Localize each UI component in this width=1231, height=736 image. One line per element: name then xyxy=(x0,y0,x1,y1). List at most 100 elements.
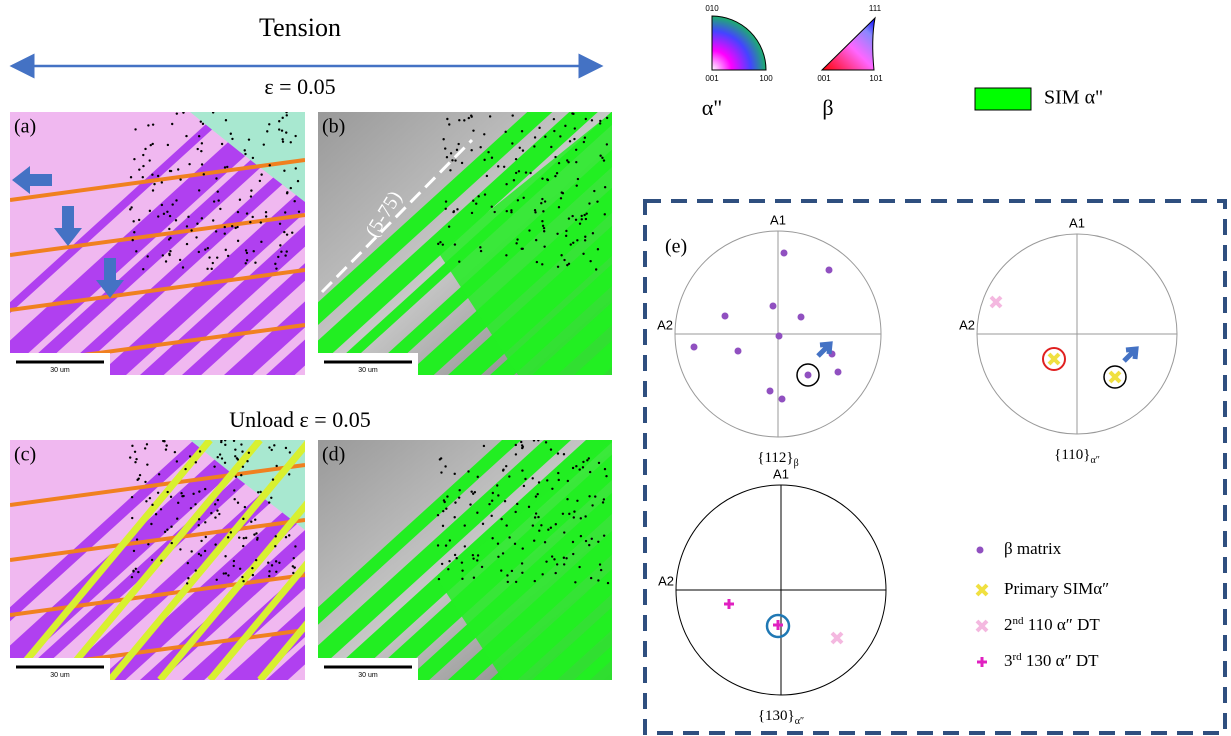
speckle xyxy=(568,512,571,516)
speckle xyxy=(132,569,135,573)
speckle xyxy=(573,510,576,513)
speckle xyxy=(602,534,606,537)
speckle xyxy=(545,560,548,563)
speckle xyxy=(578,222,582,225)
speckle xyxy=(565,557,568,560)
speckle xyxy=(477,195,480,198)
speckle xyxy=(562,556,566,559)
speckle xyxy=(579,534,583,538)
speckle xyxy=(190,229,193,232)
speckle xyxy=(534,512,538,515)
panel-e-frame xyxy=(643,199,1227,735)
speckle xyxy=(476,554,480,557)
cross-pole xyxy=(975,583,989,597)
blue-arrow xyxy=(96,258,124,298)
speckle xyxy=(234,448,237,451)
ipf-corner: 010 xyxy=(705,4,719,13)
stripe xyxy=(318,440,522,625)
speckle xyxy=(268,446,271,449)
speckle xyxy=(236,225,239,229)
speckle xyxy=(200,539,203,543)
speckle xyxy=(575,160,578,164)
speckle xyxy=(544,135,547,138)
speckle xyxy=(222,572,225,575)
speckle xyxy=(259,490,262,494)
speckle xyxy=(151,173,154,176)
trace-line xyxy=(320,138,474,294)
speckle xyxy=(458,260,461,263)
speckle xyxy=(490,156,494,159)
speckle xyxy=(571,466,575,470)
speckle xyxy=(243,505,247,509)
speckle xyxy=(251,156,255,160)
speckle xyxy=(597,540,600,544)
speckle xyxy=(247,138,251,141)
speckle xyxy=(274,560,278,563)
speckle xyxy=(285,250,288,253)
speckle xyxy=(536,492,539,496)
speckle xyxy=(518,146,521,149)
speckle xyxy=(296,179,300,183)
speckle xyxy=(572,241,575,244)
speckle xyxy=(516,238,519,241)
speckle xyxy=(469,503,472,506)
panel-label: (b) xyxy=(322,116,345,138)
speckle xyxy=(197,250,201,254)
speckle xyxy=(202,173,205,176)
speckle xyxy=(270,496,273,499)
speckle xyxy=(284,254,287,257)
speckle xyxy=(445,156,449,159)
panel-label: (d) xyxy=(322,444,345,466)
speckle xyxy=(602,498,606,501)
speckle xyxy=(512,179,516,182)
speckle xyxy=(204,248,207,251)
micrographs: 30 um(a)30 um(b)30 um(c)30 um(d)(5-75) xyxy=(10,112,612,680)
speckle xyxy=(561,192,565,195)
speckle xyxy=(131,444,134,448)
speckle xyxy=(184,467,187,471)
speckle xyxy=(200,149,203,153)
speckle xyxy=(291,231,294,234)
speckle xyxy=(563,531,566,534)
speckle xyxy=(174,219,178,222)
speckle xyxy=(293,200,296,203)
speckle xyxy=(560,254,563,257)
stripe xyxy=(574,340,612,375)
speckle xyxy=(201,122,205,126)
beta-pole xyxy=(775,332,783,340)
speckle xyxy=(131,516,134,520)
speckle xyxy=(168,252,171,256)
speckle xyxy=(506,580,509,584)
speckle xyxy=(527,505,531,509)
speckle xyxy=(256,538,259,541)
speckle xyxy=(294,167,297,170)
speckle xyxy=(496,484,499,487)
speckle xyxy=(455,148,459,152)
speckle xyxy=(441,524,445,528)
speckle xyxy=(461,577,464,581)
speckle xyxy=(448,539,452,542)
speckle xyxy=(164,260,168,263)
speckle xyxy=(472,492,475,495)
speckle xyxy=(245,212,249,215)
speckle xyxy=(588,495,591,498)
speckle xyxy=(606,581,610,585)
yellow-band xyxy=(207,560,305,680)
speckle xyxy=(534,238,538,242)
speckle xyxy=(442,138,445,141)
speckle xyxy=(168,214,172,218)
yellow-band xyxy=(10,440,213,680)
speckle xyxy=(278,561,281,564)
speckle xyxy=(555,172,559,175)
speckle xyxy=(502,468,505,471)
speckle xyxy=(149,143,152,147)
speckle xyxy=(449,152,453,155)
speckle xyxy=(601,501,605,504)
speckle xyxy=(532,539,536,542)
speckle xyxy=(255,532,258,535)
speckle xyxy=(214,543,217,546)
speckle xyxy=(141,176,144,179)
speckle xyxy=(533,145,536,148)
speckle xyxy=(259,221,263,224)
speckle xyxy=(247,451,251,454)
